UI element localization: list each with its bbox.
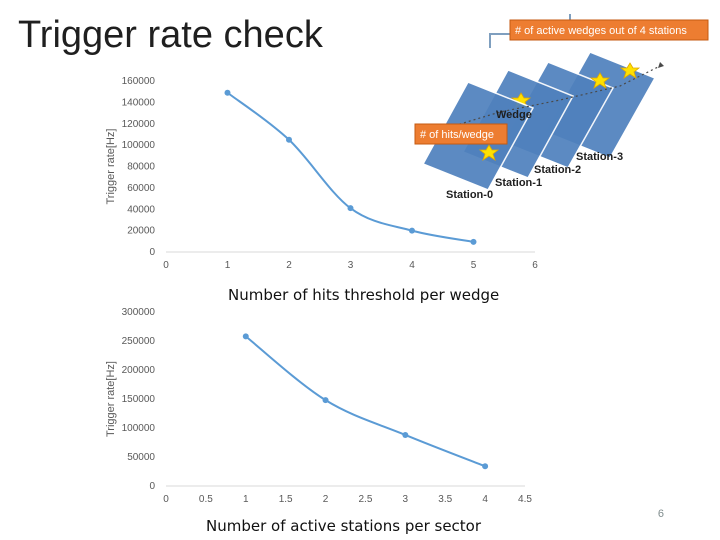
callout-hits-label: # of hits/wedge	[420, 129, 494, 141]
x-tick-label: 3	[403, 494, 409, 505]
data-point	[224, 89, 231, 96]
data-point	[322, 397, 329, 404]
y-tick-label: 140000	[122, 97, 156, 108]
data-point	[402, 431, 409, 438]
arrow-icon	[658, 62, 664, 68]
page-number: 6	[657, 508, 664, 520]
y-tick-label: 0	[149, 481, 155, 492]
x-tick-label: 2.5	[358, 494, 372, 505]
chart1-xlabel: Number of hits threshold per wedge	[228, 286, 500, 304]
x-tick-label: 3.5	[438, 494, 452, 505]
y-tick-label: 80000	[127, 162, 155, 173]
callout-wedges-box	[509, 19, 709, 41]
y-tick-label: 40000	[127, 204, 155, 215]
y-tick-label: 0	[149, 247, 155, 258]
x-tick-label: 6	[532, 260, 538, 271]
y-axis-label: Trigger rate[Hz]	[105, 128, 117, 204]
y-axis-label: Trigger rate[Hz]	[105, 361, 117, 437]
x-tick-label: 1.5	[279, 494, 293, 505]
series-line	[245, 335, 486, 468]
callout-hits-box	[414, 123, 508, 145]
data-point	[347, 205, 354, 212]
y-tick-label: 20000	[127, 226, 155, 237]
y-tick-label: 120000	[122, 119, 156, 130]
callout-wedges-label: # of active wedges out of 4 stations	[515, 25, 687, 37]
x-tick-label: 1	[225, 260, 231, 271]
data-point	[242, 333, 249, 340]
dotted-connector	[439, 65, 661, 131]
x-tick-label: 4.5	[518, 494, 532, 505]
station-2-label: Station-2	[534, 164, 581, 176]
y-tick-label: 160000	[122, 76, 156, 87]
y-tick-label: 100000	[122, 140, 156, 151]
y-tick-label: 60000	[127, 183, 155, 194]
wedge-label: Wedge	[496, 109, 532, 121]
station-0-label: Station-0	[446, 189, 493, 201]
star-icon	[589, 72, 611, 89]
x-tick-label: 4	[482, 494, 488, 505]
y-tick-label: 100000	[122, 423, 156, 434]
chart2-xlabel: Number of active stations per sector	[206, 517, 482, 535]
x-tick-label: 3	[348, 260, 354, 271]
y-tick-label: 250000	[122, 336, 156, 347]
data-point	[482, 463, 489, 470]
x-tick-label: 4	[409, 260, 415, 271]
data-point	[409, 227, 415, 234]
y-tick-label: 50000	[127, 452, 155, 463]
star-icon	[619, 62, 641, 79]
data-point	[470, 238, 477, 245]
x-tick-label: 0	[163, 494, 169, 505]
station-1-label: Station-1	[495, 177, 542, 189]
y-tick-label: 150000	[122, 394, 156, 405]
x-tick-label: 0	[163, 260, 169, 271]
star-icon	[478, 144, 500, 161]
x-tick-label: 0.5	[199, 494, 213, 505]
station-3-label: Station-3	[576, 151, 623, 163]
slide-title: Trigger rate check	[18, 14, 323, 56]
y-tick-label: 300000	[122, 307, 156, 318]
x-tick-label: 2	[286, 260, 292, 271]
x-tick-label: 1	[243, 494, 249, 505]
data-point	[286, 136, 292, 143]
y-tick-label: 200000	[122, 365, 156, 376]
x-tick-label: 2	[323, 494, 329, 505]
x-tick-label: 5	[471, 260, 477, 271]
